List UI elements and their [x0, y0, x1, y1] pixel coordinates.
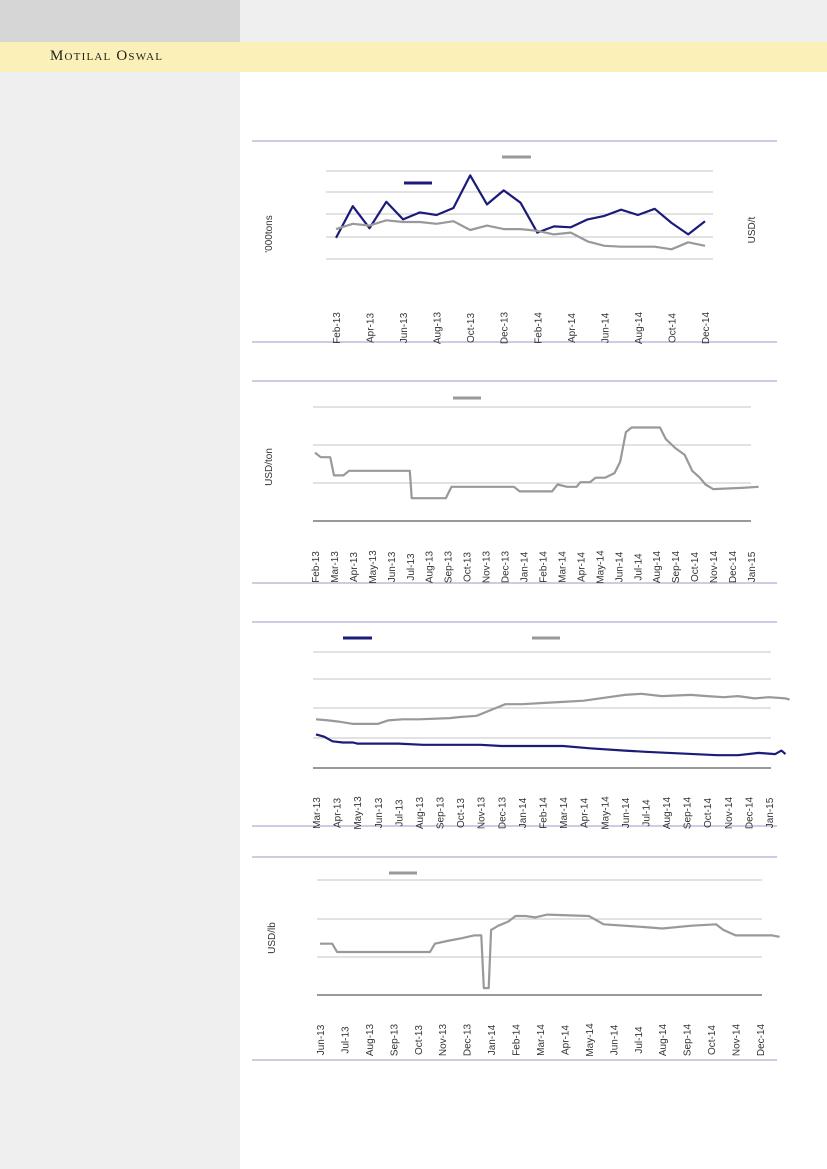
- chart-3-x-tick-label: Aug-13: [415, 796, 426, 829]
- chart-3-x-tick-label: May-14: [600, 796, 611, 830]
- chart-1-y-axis-label: '000tons: [264, 215, 275, 253]
- chart-2-y-axis-label: USD/ton: [264, 448, 275, 486]
- chart-4-series-1-line: [320, 913, 780, 990]
- chart-2-x-tick-label: Feb-14: [538, 551, 549, 583]
- chart-3-x-tick-label: Mar-14: [559, 797, 570, 829]
- chart-2-x-tick-label: Jul-14: [633, 553, 644, 581]
- header-right-block: [240, 0, 827, 42]
- chart-2-x-tick-label: Nov-13: [482, 550, 493, 583]
- chart-4-x-tick-label: Nov-13: [438, 1023, 449, 1056]
- chart-4-x-tick-label: Jun-14: [609, 1024, 620, 1055]
- chart-2-x-tick-label: Nov-14: [709, 550, 720, 583]
- chart-3-x-tick-label: May-13: [353, 796, 364, 830]
- chart-2-series-1-line: [314, 426, 759, 500]
- chart-2-x-tick-label: May-13: [368, 550, 379, 584]
- chart-4-x-tick-label: Jun-13: [316, 1024, 327, 1055]
- chart-4-x-tick-label: Dec-14: [756, 1023, 767, 1056]
- chart-2-x-tick-label: Oct-13: [463, 552, 474, 582]
- chart-2-x-tick-label: Oct-14: [690, 552, 701, 582]
- chart-4-x-tick-label: Aug-14: [658, 1023, 669, 1056]
- chart-1-x-tick-label: Oct-14: [667, 313, 678, 343]
- chart-1-x-tick-label: Apr-14: [567, 313, 578, 343]
- chart-2-x-tick-label: Aug-13: [425, 550, 436, 583]
- chart-4-x-tick-label: Feb-14: [512, 1024, 523, 1056]
- chart-2-x-tick-label: May-14: [595, 550, 606, 584]
- chart-3-series-1-line: [315, 733, 787, 757]
- chart-4-x-tick-label: Oct-13: [414, 1025, 425, 1055]
- chart-4-x-tick-label: Oct-14: [707, 1025, 718, 1055]
- chart-3-x-tick-label: Oct-13: [456, 798, 467, 828]
- chart-3-series-2-line: [315, 692, 790, 726]
- chart-3-x-tick-label: Jun-14: [621, 797, 632, 828]
- chart-4-x-tick-label: Sep-14: [683, 1023, 694, 1056]
- chart-1-x-tick-label: Feb-14: [533, 312, 544, 344]
- chart-2-x-tick-label: Aug-14: [652, 550, 663, 583]
- chart-3-x-tick-label: Nov-14: [724, 796, 735, 829]
- chart-1-y-axis-label-right: USD/t: [747, 216, 758, 243]
- chart-3-x-tick-label: Dec-14: [744, 796, 755, 829]
- chart-1-series-2-line: [335, 219, 706, 251]
- chart-3-x-tick-label: Jul-14: [641, 799, 652, 827]
- chart-1-x-tick-label: Dec-13: [500, 311, 511, 344]
- chart-3-x-tick-label: Dec-13: [497, 796, 508, 829]
- chart-3-x-tick-label: Apr-13: [333, 798, 344, 828]
- chart-1-series-1-line: [335, 174, 706, 239]
- chart-4-x-tick-label: Apr-14: [560, 1025, 571, 1055]
- chart-2-x-tick-label: Jan-15: [747, 551, 758, 582]
- chart-3-x-tick-label: Jun-13: [374, 797, 385, 828]
- chart-4-x-tick-label: Dec-13: [463, 1023, 474, 1056]
- chart-2-x-tick-label: Apr-13: [349, 552, 360, 582]
- chart-1-x-tick-label: Dec-14: [701, 311, 712, 344]
- brand-band: [0, 42, 827, 72]
- chart-4-x-tick-label: Jul-14: [634, 1026, 645, 1054]
- chart-3-x-tick-label: Nov-13: [477, 796, 488, 829]
- chart-2-x-tick-label: Apr-14: [576, 552, 587, 582]
- chart-3-x-tick-label: Jan-15: [765, 797, 776, 828]
- chart-2-x-tick-label: Jun-13: [387, 551, 398, 582]
- chart-4-x-tick-label: Jul-13: [340, 1026, 351, 1054]
- chart-2-x-tick-label: Jan-14: [520, 551, 531, 582]
- chart-3-x-tick-label: Sep-13: [436, 796, 447, 829]
- chart-4-x-tick-label: Jan-14: [487, 1024, 498, 1055]
- chart-3-x-tick-label: Jul-13: [394, 799, 405, 827]
- left-sidebar: [0, 72, 240, 1169]
- chart-2-x-tick-label: Sep-14: [671, 550, 682, 583]
- chart-1-x-tick-label: Feb-13: [332, 312, 343, 344]
- chart-3-x-tick-label: Oct-14: [703, 798, 714, 828]
- chart-4-x-tick-label: Nov-14: [732, 1023, 743, 1056]
- chart-3-x-tick-label: Sep-14: [683, 796, 694, 829]
- brand-logo: Motilal Oswal: [50, 48, 164, 64]
- chart-4-x-tick-label: Sep-13: [389, 1023, 400, 1056]
- chart-2-x-tick-label: Sep-13: [444, 550, 455, 583]
- chart-2-x-tick-label: Mar-14: [557, 551, 568, 583]
- chart-2-x-tick-label: Mar-13: [330, 551, 341, 583]
- chart-4-x-tick-label: Aug-13: [365, 1023, 376, 1056]
- chart-2-x-tick-label: Dec-14: [728, 550, 739, 583]
- chart-4-x-tick-label: Mar-14: [536, 1024, 547, 1056]
- chart-1-x-tick-label: Apr-13: [366, 313, 377, 343]
- chart-1-x-tick-label: Jun-14: [600, 312, 611, 343]
- chart-3-x-tick-label: Feb-14: [539, 797, 550, 829]
- chart-1-x-tick-label: Aug-13: [433, 311, 444, 344]
- chart-1-x-tick-label: Aug-14: [634, 311, 645, 344]
- chart-2-x-tick-label: Jul-13: [406, 553, 417, 581]
- chart-1-x-tick-label: Oct-13: [466, 313, 477, 343]
- chart-3-x-tick-label: Mar-13: [312, 797, 323, 829]
- chart-3-x-tick-label: Aug-14: [662, 796, 673, 829]
- chart-2-x-tick-label: Jun-14: [614, 551, 625, 582]
- chart-4-y-axis-label: USD/lb: [267, 922, 278, 954]
- chart-3-x-tick-label: Apr-14: [580, 798, 591, 828]
- chart-1-x-tick-label: Jun-13: [399, 312, 410, 343]
- chart-2-x-tick-label: Dec-13: [501, 550, 512, 583]
- header-left-block: [0, 0, 240, 42]
- chart-2-x-tick-label: Feb-13: [311, 551, 322, 583]
- chart-4-x-tick-label: May-14: [585, 1023, 596, 1057]
- chart-3-x-tick-label: Jan-14: [518, 797, 529, 828]
